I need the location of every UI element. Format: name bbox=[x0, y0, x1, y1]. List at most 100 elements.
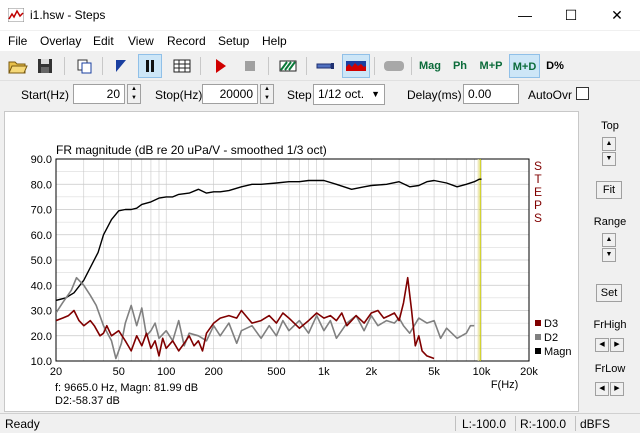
status-right-level: R:-100.0 bbox=[520, 417, 567, 431]
x-tick-label: 100 bbox=[157, 366, 175, 378]
chart-title: FR magnitude (dB re 20 uPa/V - smoothed … bbox=[56, 143, 327, 157]
fit-button[interactable]: Fit bbox=[596, 181, 622, 199]
status-ready: Ready bbox=[5, 417, 40, 431]
probe-icon[interactable] bbox=[313, 54, 337, 78]
y-tick-label: 80.0 bbox=[31, 179, 52, 191]
x-tick-label: 200 bbox=[204, 366, 222, 378]
toolbar-divider bbox=[374, 57, 375, 75]
side-label-letter: S bbox=[534, 211, 542, 225]
range-label: Range bbox=[593, 216, 627, 228]
title-bar: i1.hsw - Steps — ☐ ✕ bbox=[0, 0, 640, 30]
save-disk-icon[interactable] bbox=[33, 54, 57, 78]
legend-label: D3 bbox=[544, 318, 558, 330]
play-icon[interactable] bbox=[208, 54, 232, 78]
menu-file[interactable]: File bbox=[8, 34, 28, 48]
start-label: Start(Hz) bbox=[21, 88, 69, 102]
step-select[interactable]: 1/12 oct. ▼ bbox=[313, 84, 385, 105]
pause-icon[interactable] bbox=[138, 54, 162, 78]
top-down-button[interactable]: ▼ bbox=[602, 152, 616, 166]
side-label-letter: S bbox=[534, 159, 542, 173]
y-tick-label: 40.0 bbox=[31, 280, 52, 292]
toolbar-divider bbox=[200, 57, 201, 75]
range-down-button[interactable]: ▼ bbox=[602, 248, 616, 262]
menu-overlay[interactable]: Overlay bbox=[40, 34, 82, 48]
app-icon bbox=[8, 8, 24, 22]
menu-record[interactable]: Record bbox=[167, 34, 206, 48]
plot-frame bbox=[55, 158, 530, 362]
x-tick-label: 20 bbox=[50, 366, 62, 378]
ph-button[interactable]: Ph bbox=[452, 60, 468, 72]
cursor-arrow-icon[interactable] bbox=[108, 54, 132, 78]
spectrum-icon[interactable] bbox=[342, 54, 370, 78]
status-bar: Ready L:-100.0 R:-100.0 dBFS bbox=[0, 413, 640, 433]
copy-icon[interactable] bbox=[72, 54, 96, 78]
step-label: Step bbox=[287, 88, 312, 102]
menu-bar: File Overlay Edit View Record Setup Help bbox=[0, 31, 640, 51]
x-tick-label: 1k bbox=[318, 366, 330, 378]
stop-icon[interactable] bbox=[238, 54, 262, 78]
status-divider bbox=[455, 416, 456, 431]
delay-input[interactable]: 0.00 bbox=[463, 84, 519, 104]
top-label: Top bbox=[601, 120, 619, 132]
plot-panel[interactable]: FR magnitude (dB re 20 uPa/V - smoothed … bbox=[4, 111, 579, 412]
x-axis-label: F(Hz) bbox=[491, 379, 519, 391]
status-left-level: L:-100.0 bbox=[462, 417, 507, 431]
status-divider bbox=[515, 416, 516, 431]
table-icon[interactable] bbox=[170, 54, 194, 78]
frlow-label: FrLow bbox=[594, 363, 626, 375]
range-up-button[interactable]: ▲ bbox=[602, 233, 616, 247]
toolbar-divider bbox=[411, 57, 412, 75]
x-tick-label: 2k bbox=[366, 366, 378, 378]
y-tick-label: 10.0 bbox=[31, 356, 52, 368]
autoovr-checkbox[interactable] bbox=[576, 87, 589, 100]
cursor-readout-d2: D2:-58.37 dB bbox=[55, 395, 120, 407]
legend-label: D2 bbox=[544, 332, 558, 344]
md-button[interactable]: M+D bbox=[509, 54, 540, 78]
side-label-letter: T bbox=[534, 172, 542, 186]
y-tick-label: 60.0 bbox=[31, 230, 52, 242]
menu-edit[interactable]: Edit bbox=[93, 34, 114, 48]
window-title: i1.hsw - Steps bbox=[30, 8, 106, 22]
y-tick-label: 70.0 bbox=[31, 205, 52, 217]
frlow-left-button[interactable]: ◀ bbox=[595, 382, 609, 396]
frhigh-right-button[interactable]: ▶ bbox=[610, 338, 624, 352]
series-line-d2 bbox=[56, 276, 475, 360]
start-input[interactable]: 20 bbox=[73, 84, 125, 104]
x-tick-label: 50 bbox=[113, 366, 125, 378]
maximize-button[interactable]: ☐ bbox=[564, 7, 578, 23]
close-button[interactable]: ✕ bbox=[611, 7, 623, 23]
mag-button[interactable]: Mag bbox=[419, 60, 441, 72]
record-toggle-icon[interactable] bbox=[381, 54, 407, 78]
toolbar: Mag Ph M+P M+D D% bbox=[0, 52, 640, 81]
toolbar-divider bbox=[64, 57, 65, 75]
stop-spinner[interactable]: ▲ ▼ bbox=[260, 84, 274, 104]
hatch-pattern-icon[interactable] bbox=[276, 54, 300, 78]
series-line-magn bbox=[56, 178, 482, 302]
menu-setup[interactable]: Setup bbox=[218, 34, 250, 48]
series-line-d3 bbox=[56, 276, 435, 360]
status-unit: dBFS bbox=[580, 417, 611, 431]
open-folder-icon[interactable] bbox=[5, 54, 29, 78]
x-tick-label: 5k bbox=[428, 366, 440, 378]
fr-chart[interactable]: FR magnitude (dB re 20 uPa/V - smoothed … bbox=[5, 112, 578, 411]
legend-swatch bbox=[535, 334, 541, 340]
frhigh-label: FrHigh bbox=[593, 319, 627, 331]
frlow-right-button[interactable]: ▶ bbox=[610, 382, 624, 396]
toolbar-divider bbox=[102, 57, 103, 75]
y-tick-label: 30.0 bbox=[31, 306, 52, 318]
frhigh-left-button[interactable]: ◀ bbox=[595, 338, 609, 352]
set-button[interactable]: Set bbox=[596, 284, 622, 302]
dpct-button[interactable]: D% bbox=[546, 60, 564, 72]
menu-view[interactable]: View bbox=[128, 34, 154, 48]
control-bar: Start(Hz) 20 ▲ ▼ Stop(Hz) 20000 ▲ ▼ Step 1… bbox=[0, 81, 640, 109]
top-up-button[interactable]: ▲ bbox=[602, 137, 616, 151]
minimize-button[interactable]: — bbox=[518, 7, 532, 23]
start-spinner[interactable]: ▲ ▼ bbox=[127, 84, 141, 104]
y-tick-label: 50.0 bbox=[31, 255, 52, 267]
mp-button[interactable]: M+P bbox=[479, 60, 503, 72]
stop-input[interactable]: 20000 bbox=[202, 84, 258, 104]
menu-help[interactable]: Help bbox=[262, 34, 287, 48]
y-tick-label: 20.0 bbox=[31, 331, 52, 343]
legend-swatch bbox=[535, 348, 541, 354]
legend-swatch bbox=[535, 320, 541, 326]
